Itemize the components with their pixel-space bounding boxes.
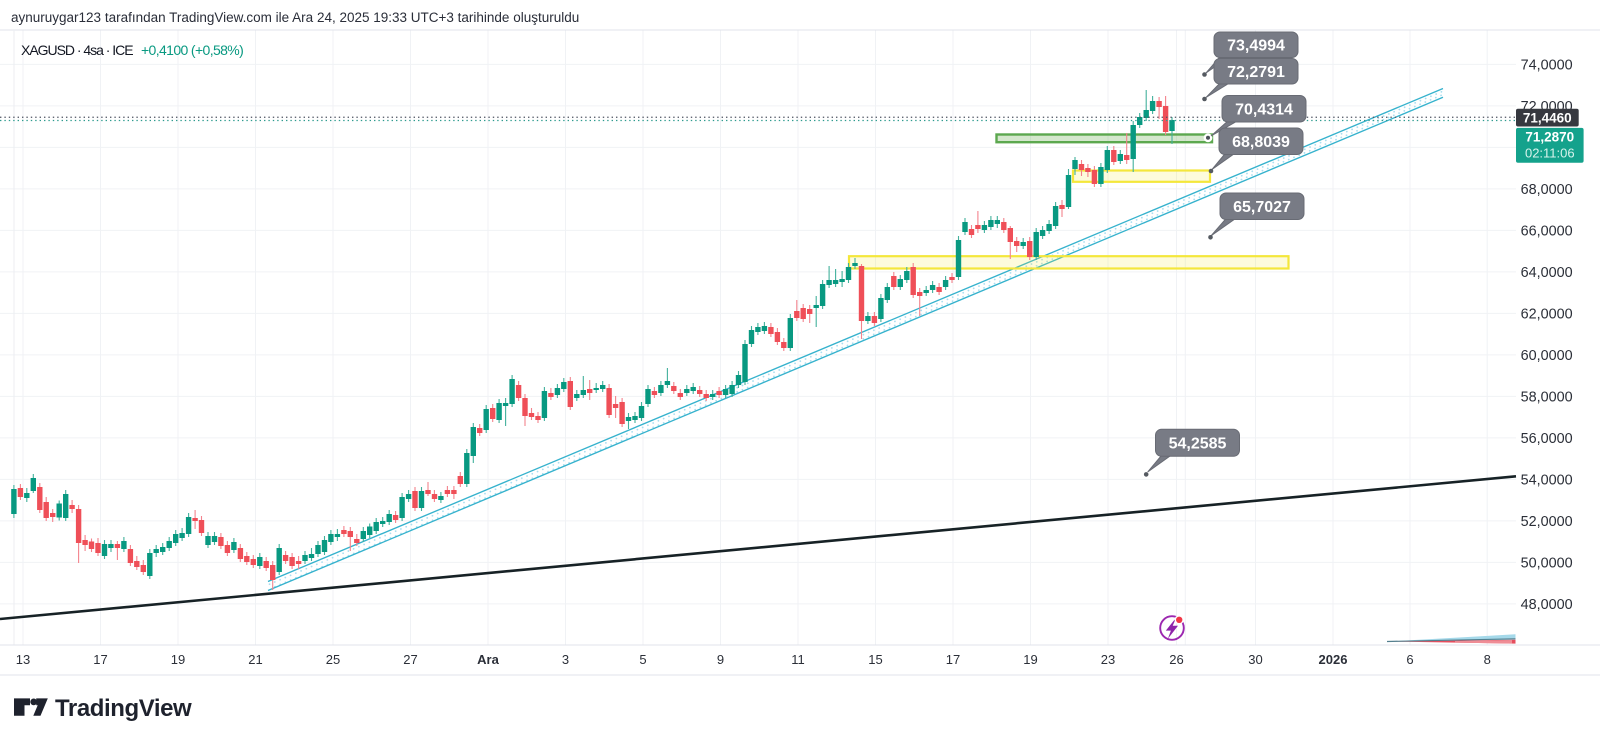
svg-text:17: 17 [93,652,107,667]
svg-text:68,0000: 68,0000 [1521,182,1573,198]
svg-text:48,0000: 48,0000 [1521,597,1573,613]
svg-text:74,0000: 74,0000 [1521,57,1573,73]
svg-text:54,2585: 54,2585 [1169,435,1227,452]
svg-text:17: 17 [946,652,960,667]
svg-text:25: 25 [326,652,340,667]
svg-text:72,2791: 72,2791 [1227,64,1285,81]
svg-text:62,0000: 62,0000 [1521,306,1573,322]
svg-text:02:11:06: 02:11:06 [1525,145,1575,160]
svg-text:9: 9 [717,652,724,667]
svg-text:19: 19 [171,652,185,667]
svg-text:3: 3 [562,652,569,667]
svg-text:71,4460: 71,4460 [1523,110,1572,125]
svg-text:73,4994: 73,4994 [1227,37,1285,54]
svg-text:6: 6 [1406,652,1413,667]
svg-text:+0,4100 (+0,58%): +0,4100 (+0,58%) [141,42,243,58]
svg-text:15: 15 [868,652,882,667]
svg-text:56,0000: 56,0000 [1521,431,1573,447]
svg-text:52,0000: 52,0000 [1521,514,1573,530]
svg-text:aynuruygar123 tarafından Tradi: aynuruygar123 tarafından TradingView.com… [11,10,579,25]
svg-text:5: 5 [639,652,646,667]
svg-text:64,0000: 64,0000 [1521,265,1573,281]
svg-text:30: 30 [1248,652,1262,667]
svg-text:60,0000: 60,0000 [1521,348,1573,364]
svg-text:TradingView: TradingView [55,695,192,722]
svg-text:8: 8 [1484,652,1491,667]
svg-text:58,0000: 58,0000 [1521,389,1573,405]
svg-text:Ara: Ara [477,652,499,667]
svg-text:66,0000: 66,0000 [1521,223,1573,239]
svg-text:27: 27 [403,652,417,667]
svg-text:71,2870: 71,2870 [1525,129,1574,144]
svg-text:11: 11 [791,652,805,667]
svg-text:2026: 2026 [1319,652,1348,667]
svg-text:21: 21 [248,652,262,667]
svg-text:50,0000: 50,0000 [1521,555,1573,571]
svg-text:23: 23 [1101,652,1115,667]
svg-text:65,7027: 65,7027 [1233,199,1291,216]
svg-text:70,4314: 70,4314 [1235,101,1293,118]
svg-text:26: 26 [1169,652,1183,667]
svg-text:54,0000: 54,0000 [1521,472,1573,488]
svg-text:19: 19 [1023,652,1037,667]
svg-text:13: 13 [16,652,30,667]
svg-text:XAGUSD · 4sa · ICE: XAGUSD · 4sa · ICE [21,42,133,58]
svg-text:68,8039: 68,8039 [1232,134,1290,151]
